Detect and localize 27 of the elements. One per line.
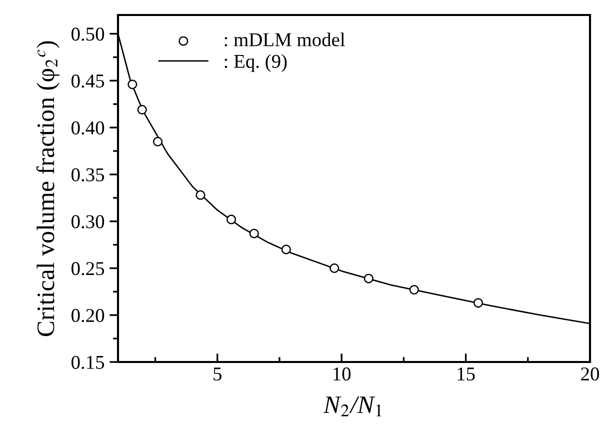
point <box>226 214 236 224</box>
x-tick-label: 20 <box>581 367 599 381</box>
point <box>281 244 291 254</box>
y-tick-label: 0.20 <box>72 308 104 322</box>
y-tick-label: 0.25 <box>72 262 104 276</box>
x-tick-label: 5 <box>214 368 222 381</box>
point <box>128 80 138 90</box>
y-tick-label: 0.50 <box>72 28 104 41</box>
point <box>409 284 419 295</box>
y-tick-label: 0.35 <box>72 168 104 182</box>
y-tick-label: 0.15 <box>72 356 104 370</box>
y-axis-title: Critical volume fraction (φ$_{2}$$^{c}$) <box>36 41 60 336</box>
y-tick-label: 0.40 <box>72 121 104 135</box>
point <box>364 274 374 284</box>
point <box>152 136 163 146</box>
y-tick-label: 0.30 <box>72 215 104 228</box>
point <box>196 190 206 200</box>
x-axis-title: N$_{2}$/N$_{1}$ <box>323 396 382 416</box>
point <box>137 104 147 115</box>
x-tick-label: 10 <box>334 367 351 381</box>
point <box>249 228 259 238</box>
point <box>330 263 340 274</box>
legend-label: : mDLM model <box>224 32 345 46</box>
point <box>473 298 484 308</box>
x-tick-label: 15 <box>458 368 475 381</box>
y-tick-label: 0.45 <box>72 74 104 88</box>
legend-label: : Eq. (9) <box>224 54 287 72</box>
